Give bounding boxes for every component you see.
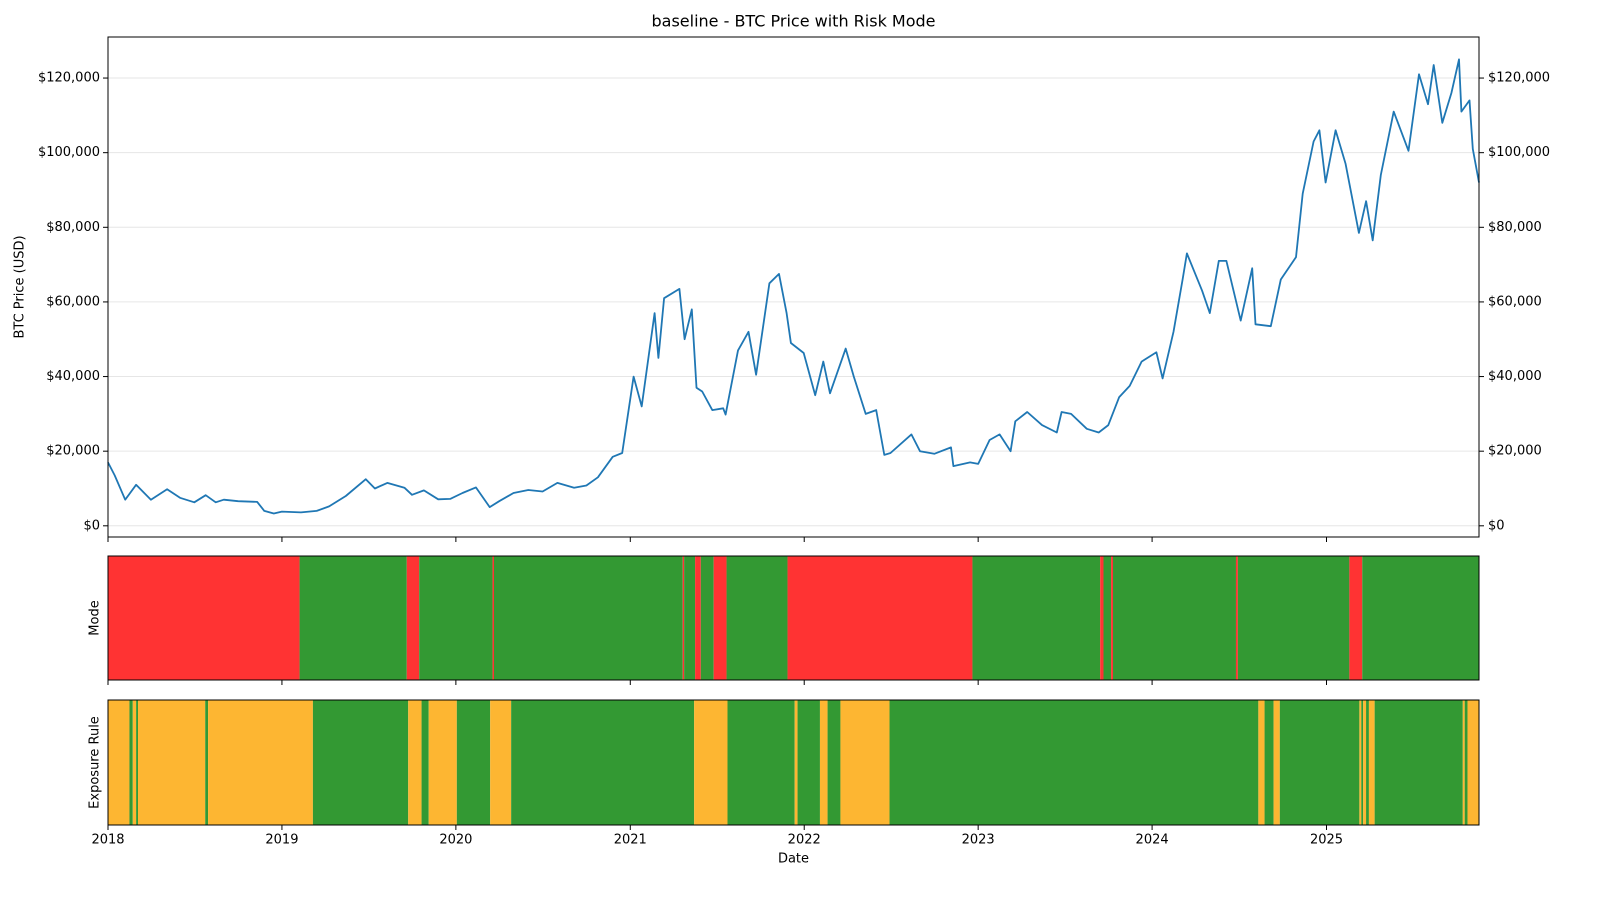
y-tick-label: $40,000 <box>46 369 100 384</box>
x-tick-label: 2024 <box>1136 833 1169 848</box>
x-tick-label: 2022 <box>788 833 821 848</box>
regime-segment <box>132 700 137 825</box>
y-tick-label: $120,000 <box>38 71 100 86</box>
y-axis-label: Mode <box>88 600 103 635</box>
x-tick-label: 2021 <box>614 833 647 848</box>
x-tick-label: 2019 <box>265 833 298 848</box>
y-tick-label: $60,000 <box>46 294 100 309</box>
y2-tick-label: $40,000 <box>1488 369 1542 384</box>
regime-segment <box>1258 700 1265 825</box>
regime-segment <box>727 700 795 825</box>
regime-segment <box>1264 700 1274 825</box>
regime-segment <box>1103 556 1112 680</box>
x-tick-label: 2025 <box>1310 833 1343 848</box>
y-tick-label: $100,000 <box>38 145 100 160</box>
regime-segment <box>787 556 973 680</box>
regime-segment <box>406 556 420 680</box>
regime-segment <box>419 556 493 680</box>
regime-segment <box>408 700 422 825</box>
regime-segment <box>695 556 701 680</box>
regime-segment <box>299 556 407 680</box>
regime-segment <box>428 700 457 825</box>
x-tick-label: 2018 <box>91 833 124 848</box>
regime-segment <box>108 556 300 680</box>
regime-segment <box>682 556 685 680</box>
y2-tick-label: $120,000 <box>1488 71 1550 86</box>
regime-segment <box>1467 700 1479 825</box>
regime-segment <box>794 700 798 825</box>
regime-segment <box>819 700 828 825</box>
axes-frame <box>107 36 1480 538</box>
regime-segment <box>713 556 727 680</box>
regime-segment <box>1359 700 1362 825</box>
regime-segment <box>492 556 494 680</box>
x-tick-label: 2020 <box>439 833 472 848</box>
y2-tick-label: $0 <box>1488 518 1505 533</box>
regime-segment <box>1361 700 1364 825</box>
regime-segment <box>1100 556 1104 680</box>
axes-frame <box>107 555 1480 681</box>
regime-segment <box>972 556 1101 680</box>
regime-segment <box>684 556 696 680</box>
regime-segment <box>1363 700 1367 825</box>
regime-segment <box>694 700 728 825</box>
regime-segment <box>700 556 714 680</box>
regime-segment <box>456 700 491 825</box>
regime-segment <box>1279 700 1360 825</box>
regime-segment <box>108 700 130 825</box>
y-tick-label: $80,000 <box>46 220 100 235</box>
regime-segment <box>840 700 890 825</box>
y2-tick-label: $60,000 <box>1488 294 1542 309</box>
regime-segment <box>1462 700 1465 825</box>
regime-segment <box>1366 700 1369 825</box>
y2-tick-label: $80,000 <box>1488 220 1542 235</box>
y-tick-label: $0 <box>83 518 100 533</box>
regime-segment <box>889 700 1259 825</box>
regime-segment <box>1349 556 1363 680</box>
regime-segment <box>511 700 695 825</box>
regime-segment <box>1235 556 1238 680</box>
regime-segment <box>1273 700 1280 825</box>
x-tick-label: 2023 <box>962 833 995 848</box>
regime-segment <box>726 556 788 680</box>
regime-segment <box>1362 556 1479 680</box>
regime-segment <box>1464 700 1468 825</box>
regime-segment <box>138 700 206 825</box>
chart-title: baseline - BTC Price with Risk Mode <box>651 12 935 31</box>
y-axis-label: Exposure Rule <box>88 716 103 809</box>
regime-segment <box>208 700 313 825</box>
regime-segment <box>1111 556 1114 680</box>
regime-segment <box>797 700 820 825</box>
regime-segment <box>129 700 133 825</box>
regime-segment <box>1237 556 1350 680</box>
y2-tick-label: $20,000 <box>1488 444 1542 459</box>
regime-segment <box>1368 700 1375 825</box>
price-line <box>107 58 1480 515</box>
regime-segment <box>493 556 683 680</box>
axes-frame <box>107 699 1480 826</box>
regime-segment <box>827 700 841 825</box>
regime-segment <box>490 700 512 825</box>
regime-segment <box>1113 556 1236 680</box>
y2-tick-label: $100,000 <box>1488 145 1550 160</box>
regime-segment <box>312 700 409 825</box>
y-axis-label: BTC Price (USD) <box>13 235 28 338</box>
regime-segment <box>421 700 429 825</box>
regime-segment <box>1374 700 1463 825</box>
x-axis-label: Date <box>778 852 809 867</box>
y-tick-label: $20,000 <box>46 444 100 459</box>
regime-segment <box>136 700 139 825</box>
regime-segment <box>205 700 209 825</box>
